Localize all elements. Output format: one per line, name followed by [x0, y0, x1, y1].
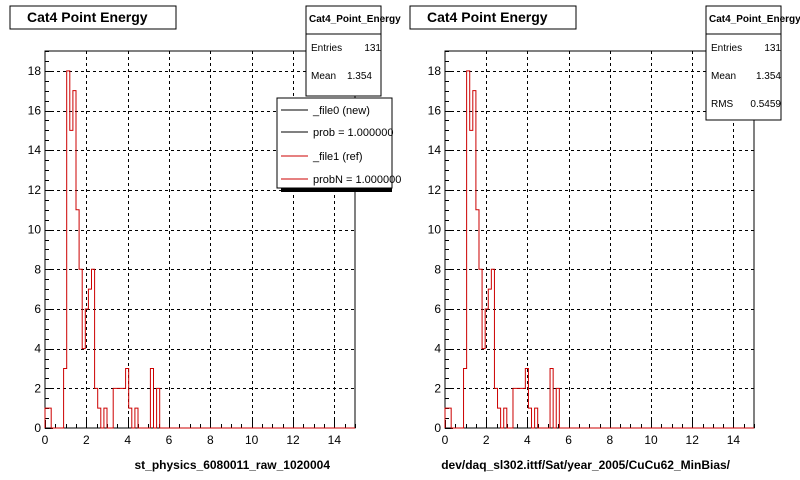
right-xtick-label: 0	[442, 433, 449, 447]
right-xtick-label: 12	[686, 433, 700, 447]
right-stats-value-mean: 1.354	[756, 71, 781, 82]
right-xtick-label: 8	[606, 433, 613, 447]
left-xtick-label: 0	[42, 433, 49, 447]
left-ytick-label: 12	[28, 183, 42, 197]
right-xtick-label: 10	[644, 433, 658, 447]
left-xtick-label: 4	[124, 433, 131, 447]
left-stats-value-entries: 131	[364, 43, 381, 54]
left-histogram-ref-line	[44, 70, 355, 429]
left-ytick-label: 4	[34, 342, 41, 356]
left-ytick-label: 6	[34, 302, 41, 316]
legend-entry-file0: _file0 (new)	[281, 105, 370, 117]
right-x-axis-label: dev/daq_sl302.ittf/Sat/year_2005/CuCu62_…	[441, 458, 730, 472]
left-x-axis-label: st_physics_6080011_raw_1020004	[134, 458, 330, 472]
right-title: Cat4 Point Energy	[427, 9, 548, 25]
right-ytick-label: 16	[428, 104, 442, 118]
left-xtick-label: 2	[83, 433, 90, 447]
left-ytick-label: 14	[28, 143, 42, 157]
left-ytick-label: 0	[34, 421, 41, 435]
legend-label-file1: _file1 (ref)	[312, 151, 363, 163]
right-panel: Cat4 Point Energy 0 2 4 6 8 10 12 14 0 2 4 6 8 10 12 14…	[409, 5, 800, 472]
right-stats-label-entries: Entries	[711, 43, 742, 54]
left-stats-label-entries: Entries	[311, 43, 342, 54]
left-xtick-label: 12	[286, 433, 300, 447]
right-stats-value-entries: 131	[764, 43, 781, 54]
right-xtick-label: 6	[565, 433, 572, 447]
legend-entry-file1: _file1 (ref)	[281, 151, 363, 163]
left-xtick-label: 6	[166, 433, 173, 447]
right-ytick-label: 8	[434, 262, 441, 276]
right-ytick-label: 6	[434, 302, 441, 316]
left-xtick-label: 10	[245, 433, 259, 447]
left-ytick-label: 16	[28, 104, 42, 118]
left-xtick-label: 8	[207, 433, 214, 447]
right-ytick-label: 12	[428, 183, 442, 197]
right-stats-box: Cat4_Point_Energy Entries 131 Mean 1.354…	[705, 5, 800, 121]
left-stats-box: Cat4_Point_Energy Entries 131 Mean 1.354	[305, 5, 401, 97]
left-stats-label-mean: Mean	[311, 71, 336, 82]
legend-box	[276, 97, 393, 189]
left-title-box: Cat4 Point Energy	[9, 5, 177, 30]
left-ytick-label: 18	[28, 64, 42, 78]
right-stats-label-mean: Mean	[711, 71, 736, 82]
left-xtick-label: 14	[328, 433, 342, 447]
legend-label-prob: prob = 1.000000	[313, 127, 393, 139]
left-panel: Cat4 Point Energy 0 2 4 6 8 10 12 14 0 2 4 6 8 10 12 14…	[9, 5, 401, 472]
left-stats-value-mean: 1.354	[347, 71, 372, 82]
right-title-box: Cat4 Point Energy	[409, 5, 577, 30]
right-plot-area: 0 2 4 6 8 10 12 14 0 2 4 6 8 10 12 14 16 18	[428, 50, 755, 447]
right-ytick-label: 18	[428, 64, 442, 78]
legend-label-file0: _file0 (new)	[312, 105, 370, 117]
left-ytick-label: 10	[28, 223, 42, 237]
right-xtick-label: 4	[524, 433, 531, 447]
left-title: Cat4 Point Energy	[27, 9, 148, 25]
right-stats-value-rms: 0.5459	[750, 99, 781, 110]
left-ytick-label: 2	[34, 381, 41, 395]
right-ytick-label: 0	[434, 421, 441, 435]
left-stats-name: Cat4_Point_Energy	[309, 14, 401, 25]
left-ytick-label: 8	[34, 262, 41, 276]
right-stats-name: Cat4_Point_Energy	[709, 14, 800, 25]
right-histogram-ref-line	[444, 70, 754, 429]
legend-entry-probN: probN = 1.000000	[281, 174, 401, 186]
right-ytick-label: 4	[434, 342, 441, 356]
right-stats-label-rms: RMS	[711, 99, 734, 110]
right-ytick-label: 2	[434, 381, 441, 395]
right-ytick-label: 14	[428, 143, 442, 157]
right-xtick-label: 14	[727, 433, 741, 447]
right-xtick-label: 2	[483, 433, 490, 447]
legend: _file0 (new) prob = 1.000000 _file1 (ref…	[276, 97, 401, 192]
right-ytick-label: 10	[428, 223, 442, 237]
legend-label-probN: probN = 1.000000	[313, 174, 401, 186]
legend-entry-prob: prob = 1.000000	[281, 127, 393, 139]
